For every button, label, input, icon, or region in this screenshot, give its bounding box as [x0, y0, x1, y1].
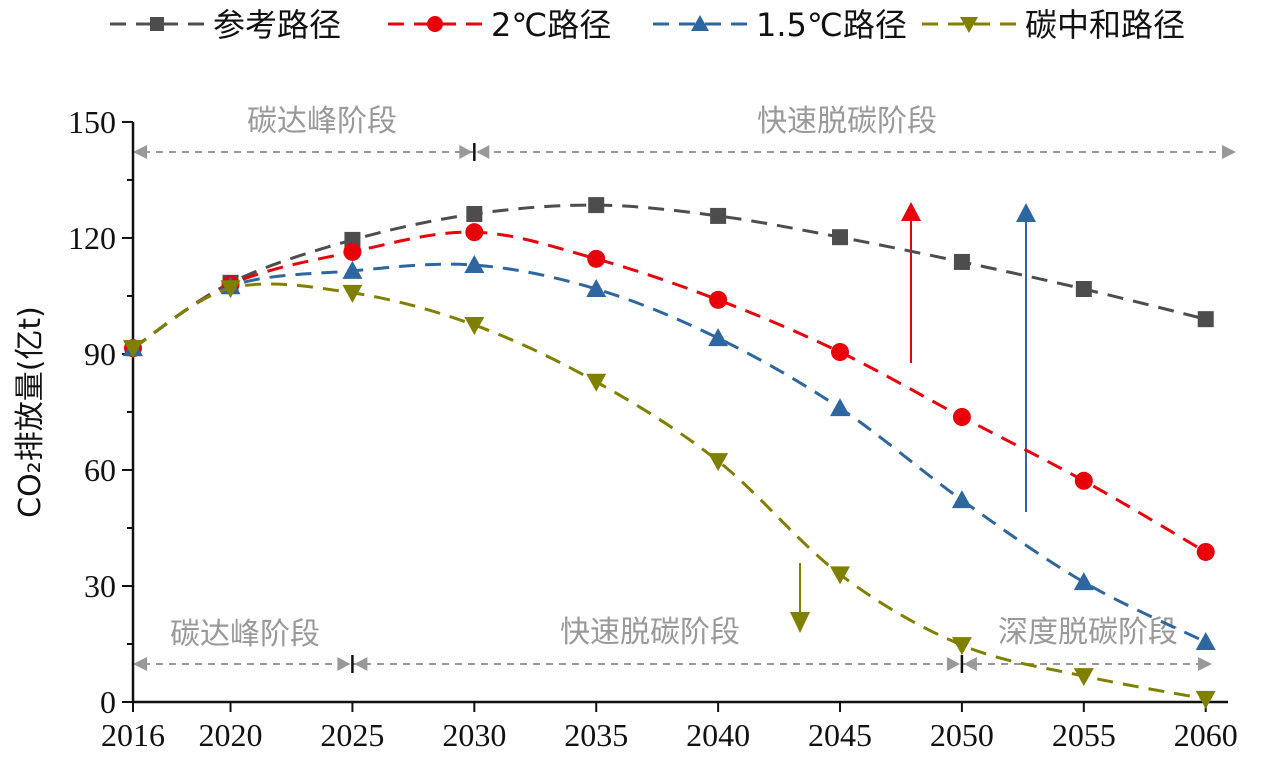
phase-label-top: 快速脱碳阶段 — [757, 104, 937, 139]
y-tick-label: 120 — [68, 220, 116, 256]
arrow-up-icon — [901, 202, 921, 221]
phase-label-bottom: 快速脱碳阶段 — [560, 615, 740, 650]
series-2 — [123, 255, 1216, 651]
x-tick-label: 2030 — [442, 717, 506, 753]
marker-triangle-up — [708, 328, 729, 347]
series-line — [132, 203, 1207, 350]
marker-square — [1075, 281, 1092, 298]
marker-triangle-up — [691, 15, 709, 31]
marker-circle — [587, 249, 606, 268]
x-tick-label: 2020 — [199, 717, 263, 753]
arrowhead-right-icon — [459, 145, 473, 159]
marker-triangle-down — [123, 340, 143, 359]
series-line — [132, 230, 1207, 554]
series-3 — [123, 280, 1216, 709]
marker-triangle-down — [586, 373, 607, 392]
y-axis-label: CO₂排放量(亿t) — [13, 306, 48, 518]
marker-triangle-up — [1073, 572, 1094, 591]
arrowhead-right-icon — [337, 657, 351, 671]
marker-triangle-up — [1195, 632, 1216, 651]
arrowhead-right-icon — [1222, 145, 1236, 159]
arrowhead-left-icon — [963, 657, 977, 671]
marker-circle — [831, 343, 850, 362]
marker-triangle-up — [464, 255, 485, 274]
marker-square — [466, 205, 483, 222]
x-tick-label: 2055 — [1052, 717, 1116, 753]
legend-label: 2℃路径 — [491, 6, 611, 44]
phase-label-bottom: 碳达峰阶段 — [170, 617, 320, 652]
legend-label: 参考路径 — [213, 6, 341, 44]
marker-square — [588, 197, 605, 214]
series-0 — [125, 197, 1214, 357]
arrow-up-icon — [1016, 203, 1036, 222]
x-tick-label: 2045 — [808, 717, 872, 753]
series-1 — [124, 223, 1215, 561]
y-tick-label: 60 — [84, 452, 116, 488]
marker-triangle-up — [830, 398, 851, 417]
marker-triangle-down — [220, 280, 241, 299]
y-tick-label: 30 — [84, 568, 116, 604]
phase-label-top: 碳达峰阶段 — [247, 104, 397, 139]
legend-label: 碳中和路径 — [1025, 6, 1185, 44]
marker-triangle-down — [1073, 668, 1094, 687]
y-tick-label: 90 — [84, 336, 116, 372]
x-tick-label: 2040 — [686, 717, 750, 753]
marker-square — [150, 17, 164, 31]
marker-triangle-down — [830, 566, 851, 585]
arrow-down-icon — [790, 612, 810, 633]
marker-circle — [952, 408, 971, 427]
marker-square — [1197, 311, 1214, 328]
arrowhead-right-icon — [946, 657, 960, 671]
marker-triangle-up — [951, 490, 972, 509]
arrowhead-right-icon — [1198, 657, 1212, 671]
x-tick-label: 2016 — [101, 717, 165, 753]
series-line — [132, 262, 1207, 644]
arrows — [790, 202, 1036, 633]
phase-label-bottom: 深度脱碳阶段 — [998, 615, 1178, 650]
axes: 0 30 60 90 120 150 2016 2020 2025 2030 2035 2040 204… — [68, 104, 1238, 753]
marker-triangle-down — [1195, 690, 1216, 709]
marker-circle — [709, 290, 728, 309]
legend-label: 1.5℃路径 — [756, 6, 907, 44]
marker-triangle-down — [464, 316, 485, 335]
x-tick-label: 2060 — [1174, 717, 1238, 753]
marker-square — [832, 229, 849, 246]
marker-circle — [465, 223, 484, 242]
marker-triangle-up — [342, 260, 363, 279]
x-tick-label: 2050 — [930, 717, 994, 753]
marker-circle — [427, 16, 443, 32]
marker-circle — [343, 242, 362, 261]
series-line — [132, 282, 1206, 701]
arrowhead-left-icon — [133, 657, 147, 671]
legend: 参考路径 2℃路径 1.5℃路径 碳中和路径 — [110, 6, 1185, 44]
marker-square — [710, 207, 727, 224]
marker-triangle-down — [951, 637, 972, 656]
x-tick-label: 2025 — [320, 717, 384, 753]
marker-circle — [1074, 471, 1093, 490]
marker-triangle-down — [960, 17, 978, 33]
plot-area — [123, 197, 1216, 709]
marker-square — [953, 253, 970, 270]
marker-triangle-up — [586, 279, 607, 298]
y-tick-label: 0 — [100, 684, 116, 720]
arrowhead-left-icon — [354, 657, 368, 671]
arrowhead-left-icon — [476, 145, 490, 159]
marker-circle — [1196, 542, 1215, 561]
marker-triangle-down — [342, 284, 363, 303]
arrowhead-left-icon — [133, 145, 147, 159]
marker-triangle-down — [708, 453, 729, 472]
y-tick-label: 150 — [68, 104, 116, 140]
x-tick-label: 2035 — [564, 717, 628, 753]
